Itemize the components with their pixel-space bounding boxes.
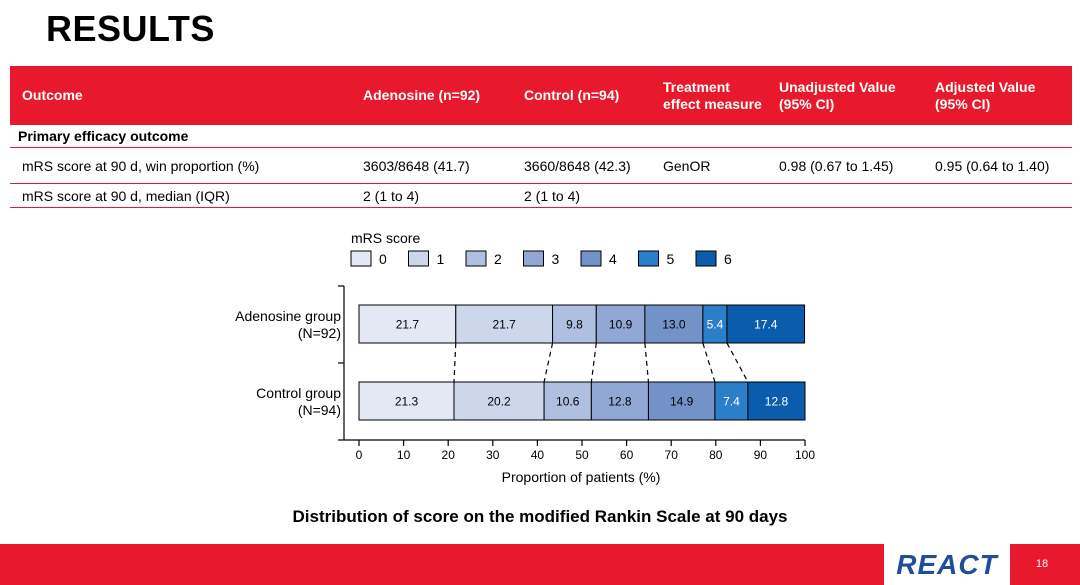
table-row: mRS score at 90 d, win proportion (%) 36…	[10, 147, 1072, 184]
legend-swatch	[350, 250, 372, 267]
legend-swatch	[580, 250, 602, 267]
legend-label: 5	[667, 251, 675, 267]
column-header: Adjusted Value (95% CI)	[927, 66, 1072, 125]
category-label: (N=92)	[298, 325, 341, 341]
x-tick-label: 30	[486, 448, 500, 462]
column-header: Outcome	[10, 66, 355, 125]
data-label: 7.4	[723, 395, 740, 409]
bar-segment	[647, 381, 716, 421]
table-cell: GenOR	[655, 147, 771, 184]
data-label: 9.8	[566, 318, 583, 332]
x-tick-label: 80	[709, 448, 723, 462]
bar-segment	[358, 381, 455, 421]
table-cell	[927, 183, 1072, 208]
column-header: Treatment effect measure	[655, 66, 771, 125]
bar-segment	[702, 304, 728, 344]
x-tick-label: 60	[620, 448, 634, 462]
legend-title: mRS score	[351, 230, 420, 246]
bar-segment	[726, 304, 806, 344]
connector-line	[453, 342, 457, 383]
data-label: 5.4	[707, 318, 724, 332]
x-tick-label: 0	[356, 448, 363, 462]
data-label: 21.3	[395, 395, 419, 409]
data-label: 21.7	[492, 318, 516, 332]
x-tick-label: 90	[754, 448, 768, 462]
data-label: 10.9	[609, 318, 633, 332]
slide-title: RESULTS	[46, 8, 215, 49]
legend-swatch	[695, 250, 717, 267]
data-label: 10.6	[556, 395, 580, 409]
chart-legend: 0 1 2 3 4 5 6	[350, 250, 732, 267]
stacked-bar-chart: mRS score 0 1 2 3 4 5 6 21.7 21.7 9.8 10.9 13.0 5.4…	[235, 230, 815, 485]
chart-bars: 21.7 21.7 9.8 10.9 13.0 5.4 17.4 21.3 20.2 10.6 12…	[358, 304, 806, 421]
table-row: mRS score at 90 d, median (IQR) 2 (1 to …	[10, 183, 1072, 208]
connector-line	[702, 342, 716, 383]
legend-label: 2	[494, 251, 502, 267]
data-label: 13.0	[662, 318, 686, 332]
connector-line	[726, 342, 749, 383]
bar-segment	[714, 381, 749, 421]
logo-text: REACT	[896, 548, 998, 580]
data-label: 12.8	[608, 395, 632, 409]
x-tick-label: 10	[397, 448, 411, 462]
bar-segment	[552, 304, 597, 344]
table-cell: 3660/8648 (42.3)	[516, 147, 655, 184]
bar-segment	[595, 304, 646, 344]
bar-segment	[747, 381, 806, 421]
legend-label: 3	[552, 251, 560, 267]
x-tick-label: 50	[575, 448, 589, 462]
page-number: 18	[1035, 558, 1049, 570]
table-cell: mRS score at 90 d, win proportion (%)	[10, 147, 355, 184]
legend-label: 4	[609, 251, 617, 267]
category-label: Control group	[256, 385, 341, 401]
connector-line	[543, 342, 554, 383]
x-axis-label: Proportion of patients (%)	[502, 469, 661, 485]
y-axis: Adenosine group(N=92) Control group(N=94)	[235, 285, 345, 441]
table-cell: 2 (1 to 4)	[516, 183, 655, 208]
table-section-row: Primary efficacy outcome	[10, 125, 1072, 148]
table-header-row: Outcome Adenosine (n=92) Control (n=94) …	[10, 66, 1072, 125]
table-cell	[771, 183, 927, 208]
x-tick-label: 100	[795, 448, 815, 462]
legend-label: 6	[724, 251, 732, 267]
x-axis: 0 10 20 30 40 50 60 70 80 90 100	[344, 439, 815, 462]
data-label: 20.2	[487, 395, 511, 409]
column-header: Unadjusted Value (95% CI)	[771, 66, 927, 125]
table-cell: 2 (1 to 4)	[355, 183, 516, 208]
bar-segment	[455, 304, 554, 344]
table-cell: 0.95 (0.64 to 1.40)	[927, 147, 1072, 184]
results-table: Outcome Adenosine (n=92) Control (n=94) …	[10, 66, 1072, 208]
legend-swatch	[465, 250, 487, 267]
category-label: (N=94)	[298, 402, 341, 418]
chart-caption: Distribution of score on the modified Ra…	[292, 507, 788, 526]
table-cell: mRS score at 90 d, median (IQR)	[10, 183, 355, 208]
table-cell	[655, 183, 771, 208]
column-header: Control (n=94)	[516, 66, 655, 125]
column-header: Adenosine (n=92)	[355, 66, 516, 125]
legend-label: 0	[379, 251, 387, 267]
data-label: 14.9	[670, 395, 694, 409]
category-label: Adenosine group	[235, 308, 341, 324]
connector-line	[590, 342, 597, 383]
legend-swatch	[523, 250, 544, 267]
table-cell: 3603/8648 (41.7)	[355, 147, 516, 184]
legend-label: 1	[437, 251, 445, 267]
react-logo: REACT	[884, 544, 1010, 585]
data-label: 17.4	[754, 318, 778, 332]
legend-swatch	[638, 250, 659, 267]
bar-segment	[543, 381, 592, 421]
legend-swatch	[408, 250, 429, 267]
x-tick-label: 20	[442, 448, 456, 462]
x-tick-label: 40	[531, 448, 545, 462]
data-label: 21.7	[396, 318, 420, 332]
data-label: 12.8	[765, 395, 789, 409]
section-label: Primary efficacy outcome	[10, 125, 1072, 148]
x-tick-label: 70	[665, 448, 679, 462]
connector-line	[644, 342, 650, 383]
table-cell: 0.98 (0.67 to 1.45)	[771, 147, 927, 184]
bar-connectors	[453, 342, 749, 383]
bar-segment	[644, 304, 704, 344]
